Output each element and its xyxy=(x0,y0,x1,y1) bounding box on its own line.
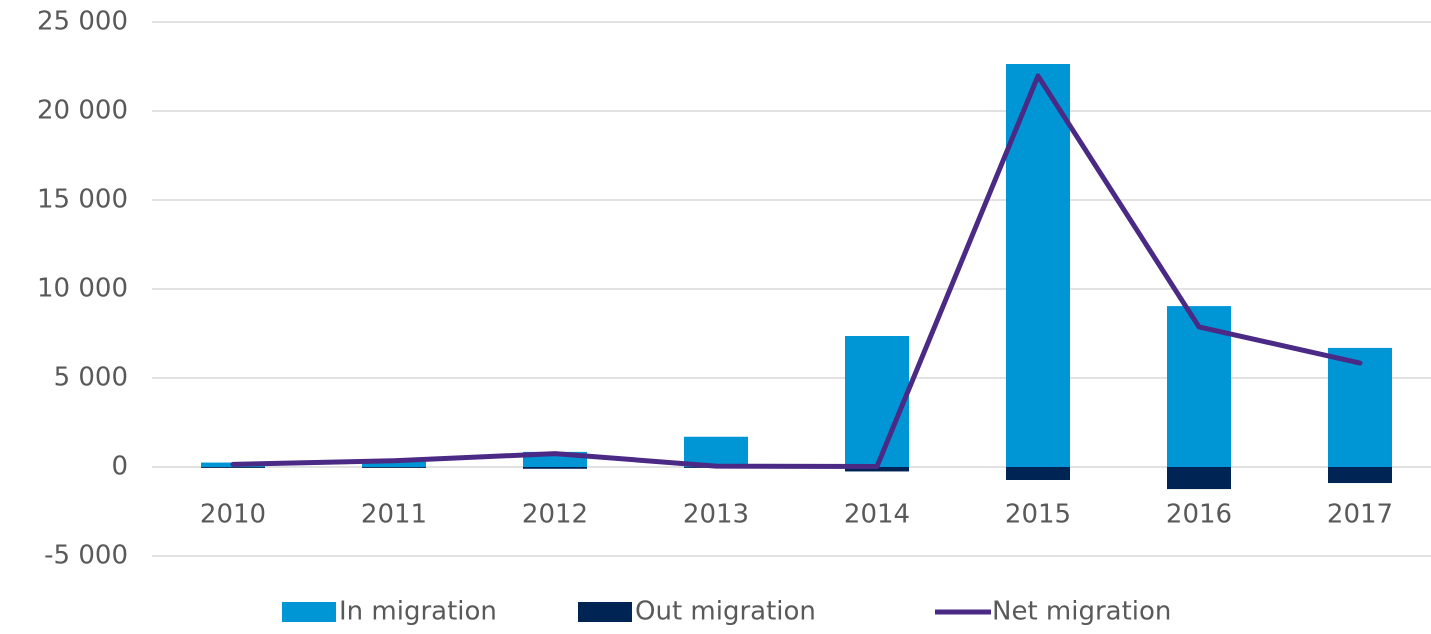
legend-label: Net migration xyxy=(992,597,1171,627)
x-tick-label: 2014 xyxy=(844,500,910,530)
y-tick-label: 25 000 xyxy=(37,7,128,37)
y-tick-label: -5 000 xyxy=(44,541,128,571)
x-tick-label: 2013 xyxy=(683,500,749,530)
line xyxy=(230,73,1363,469)
x-tick-label: 2016 xyxy=(1166,500,1232,530)
y-tick-label: 15 000 xyxy=(37,185,128,215)
legend-label: Out migration xyxy=(635,597,816,627)
legend-swatch xyxy=(282,602,336,622)
bar xyxy=(1006,467,1070,480)
x-tick-label: 2015 xyxy=(1005,500,1071,530)
legend-label: In migration xyxy=(339,597,497,627)
bar xyxy=(362,461,426,467)
x-tick-label: 2011 xyxy=(361,500,427,530)
x-tick-label: 2012 xyxy=(522,500,588,530)
x-tick-label: 2017 xyxy=(1327,500,1393,530)
y-tick-label: 20 000 xyxy=(37,96,128,126)
bar xyxy=(845,467,909,472)
bar xyxy=(1328,467,1392,484)
y-tick-label: 5 000 xyxy=(54,363,128,393)
y-tick-label: 10 000 xyxy=(37,274,128,304)
y-tick-label: 0 xyxy=(111,452,128,482)
bar xyxy=(1328,347,1392,467)
bar xyxy=(201,467,265,468)
legend-swatch xyxy=(578,602,632,622)
bar xyxy=(845,335,909,467)
bar xyxy=(523,467,587,469)
bar xyxy=(1167,467,1231,490)
bar xyxy=(362,467,426,468)
x-tick-label: 2010 xyxy=(200,500,266,530)
